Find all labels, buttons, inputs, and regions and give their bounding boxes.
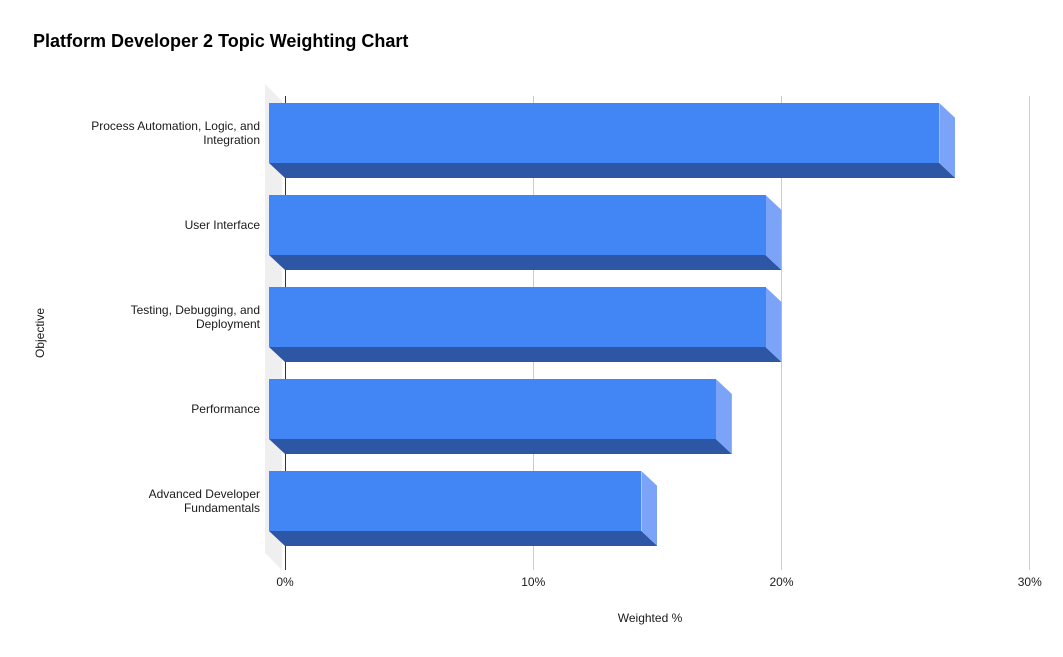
- gridline-20pct: [781, 96, 782, 570]
- gridline-30pct: [1029, 96, 1031, 570]
- bar-bottom-face-performance: [269, 439, 732, 454]
- chart-title: Platform Developer 2 Topic Weighting Cha…: [33, 31, 409, 51]
- bar-bottom-face-testing-debugging-and-deployment: [269, 347, 782, 362]
- bar-bottom-face-user-interface: [269, 255, 782, 270]
- category-label-line: User Interface: [184, 218, 260, 232]
- y-axis-title: Objective: [33, 307, 47, 359]
- x-tick-label-20pct: 20%: [769, 575, 794, 589]
- bar-user-interface: [269, 195, 766, 255]
- bar-end-face-advanced-developer-fundamentals: [641, 471, 658, 546]
- category-label-user-interface: User Interface: [30, 218, 260, 232]
- category-label-advanced-developer-fundamentals: Advanced Developer Fundamentals: [30, 487, 260, 515]
- bar-end-face-process-automation-logic-and-integration: [939, 103, 956, 178]
- category-label-line: Performance: [191, 402, 260, 416]
- bar-bottom-face-process-automation-logic-and-integration: [269, 163, 956, 178]
- bar-end-face-testing-debugging-and-deployment: [765, 287, 782, 362]
- category-label-line: Advanced Developer: [148, 487, 260, 501]
- x-axis-title: Weighted %: [617, 611, 683, 625]
- bar-end-face-user-interface: [765, 195, 782, 270]
- bar-process-automation-logic-and-integration: [269, 103, 940, 163]
- category-label-line: Testing, Debugging, and: [130, 303, 260, 317]
- category-label-performance: Performance: [30, 402, 260, 416]
- category-label-line: Integration: [203, 133, 260, 147]
- category-label-testing-debugging-and-deployment: Testing, Debugging, and Deployment: [30, 303, 260, 331]
- category-label-line: Fundamentals: [183, 501, 260, 515]
- x-tick-label-30pct: 30%: [1017, 575, 1042, 589]
- x-tick-label-0pct: 0%: [276, 575, 294, 589]
- bar-advanced-developer-fundamentals: [269, 471, 642, 531]
- bar-bottom-face-advanced-developer-fundamentals: [269, 531, 658, 546]
- category-label-process-automation-logic-and-integration: Process Automation, Logic, and Integratio…: [30, 119, 260, 147]
- bar-testing-debugging-and-deployment: [269, 287, 766, 347]
- x-tick-label-10pct: 10%: [521, 575, 546, 589]
- bar-performance: [269, 379, 716, 439]
- bar-end-face-performance: [715, 379, 732, 454]
- category-label-line: Process Automation, Logic, and: [91, 119, 260, 133]
- category-label-line: Deployment: [195, 317, 260, 331]
